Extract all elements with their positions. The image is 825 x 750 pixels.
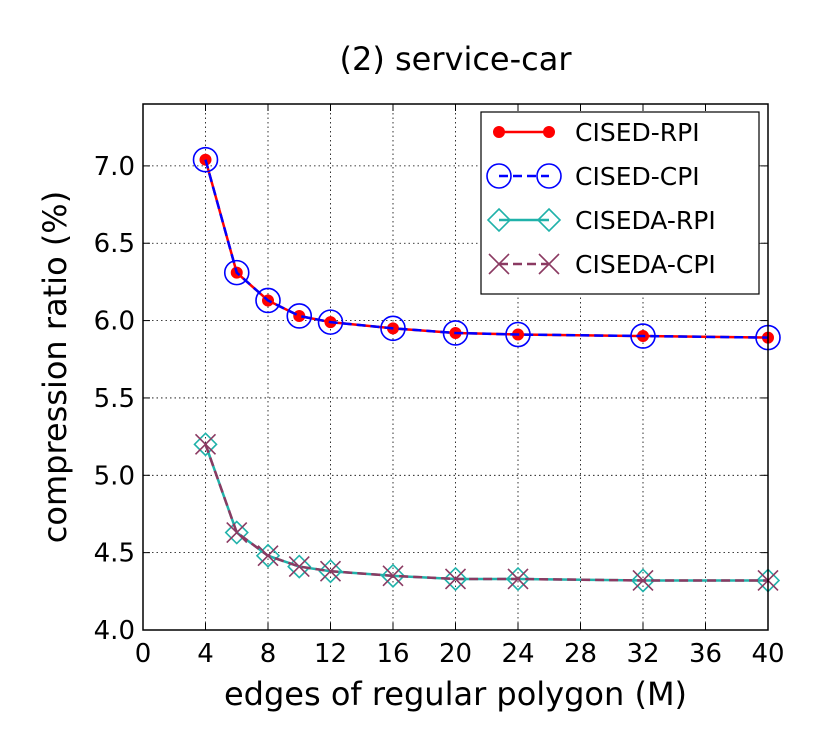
legend: CISED-RPI CISED-CPI CISEDA-RPI CISEDA-CPI bbox=[480, 111, 760, 295]
data-point bbox=[255, 287, 281, 314]
x-tick-label: 40 bbox=[751, 639, 784, 669]
data-point bbox=[630, 568, 656, 593]
x-axis-label: edges of regular polygon (M) bbox=[224, 675, 687, 713]
legend-marker bbox=[543, 126, 555, 138]
legend-label: CISEDA-RPI bbox=[575, 206, 716, 235]
legend-marker bbox=[486, 207, 512, 233]
x-tick-label: 4 bbox=[197, 639, 214, 669]
data-point bbox=[444, 568, 467, 590]
data-point bbox=[505, 566, 531, 592]
y-tick-label: 4.0 bbox=[94, 616, 135, 646]
legend-marker bbox=[536, 163, 562, 189]
x-tick-label: 36 bbox=[689, 639, 722, 669]
data-point bbox=[226, 521, 248, 544]
data-point bbox=[505, 321, 531, 348]
y-tick-label: 5.0 bbox=[94, 461, 135, 491]
y-tick-label: 4.5 bbox=[94, 539, 135, 569]
legend-label: CISED-CPI bbox=[575, 162, 700, 191]
x-tick-label: 0 bbox=[135, 639, 152, 669]
y-tick-label: 6.0 bbox=[94, 307, 135, 337]
data-point bbox=[318, 559, 343, 584]
legend-marker bbox=[538, 253, 560, 275]
y-tick-label: 6.5 bbox=[94, 229, 135, 259]
ticks: 0 4 8 12 16 20 24 28 32 36 40 4.0 4.5 5.0 5.5 6.0 6.5 7.0 bbox=[94, 104, 785, 669]
series-cised-cpi bbox=[192, 146, 781, 351]
legend-marker bbox=[536, 207, 562, 233]
legend-label: CISED-RPI bbox=[575, 118, 700, 147]
data-point bbox=[224, 520, 249, 545]
y-axis-label: compression ratio (%) bbox=[36, 191, 74, 543]
y-tick-label: 7.0 bbox=[94, 152, 135, 182]
chart-title: (2) service-car bbox=[339, 40, 572, 78]
x-tick-label: 28 bbox=[564, 639, 597, 669]
data-point bbox=[630, 323, 656, 349]
legend-marker bbox=[486, 163, 512, 189]
data-point bbox=[286, 303, 313, 329]
data-point bbox=[382, 565, 404, 587]
data-point bbox=[442, 320, 469, 346]
x-tick-label: 12 bbox=[314, 639, 347, 669]
data-point bbox=[507, 568, 529, 590]
series-line bbox=[204, 443, 768, 582]
x-tick-label: 8 bbox=[260, 639, 277, 669]
data-point bbox=[380, 563, 406, 588]
y-tick-label: 5.5 bbox=[94, 384, 135, 414]
data-point bbox=[317, 309, 344, 335]
grid bbox=[143, 104, 768, 630]
x-tick-label: 32 bbox=[626, 639, 659, 669]
series-ciseda-cpi bbox=[194, 433, 779, 592]
data-point bbox=[288, 556, 310, 578]
series-line bbox=[204, 159, 769, 339]
data-point bbox=[632, 569, 654, 592]
series-layer bbox=[192, 146, 781, 593]
data-point bbox=[380, 315, 406, 342]
data-point bbox=[223, 259, 250, 286]
data-point bbox=[192, 146, 219, 173]
legend-label: CISEDA-CPI bbox=[575, 250, 716, 279]
data-point bbox=[193, 432, 218, 457]
data-point bbox=[257, 545, 279, 567]
data-point bbox=[319, 560, 342, 582]
data-point bbox=[255, 543, 281, 568]
x-tick-label: 20 bbox=[439, 639, 472, 669]
data-point bbox=[194, 433, 217, 455]
data-point bbox=[443, 566, 468, 592]
x-tick-label: 24 bbox=[501, 639, 534, 669]
x-tick-label: 16 bbox=[376, 639, 409, 669]
legend-marker bbox=[488, 253, 510, 275]
legend-marker bbox=[493, 126, 505, 138]
